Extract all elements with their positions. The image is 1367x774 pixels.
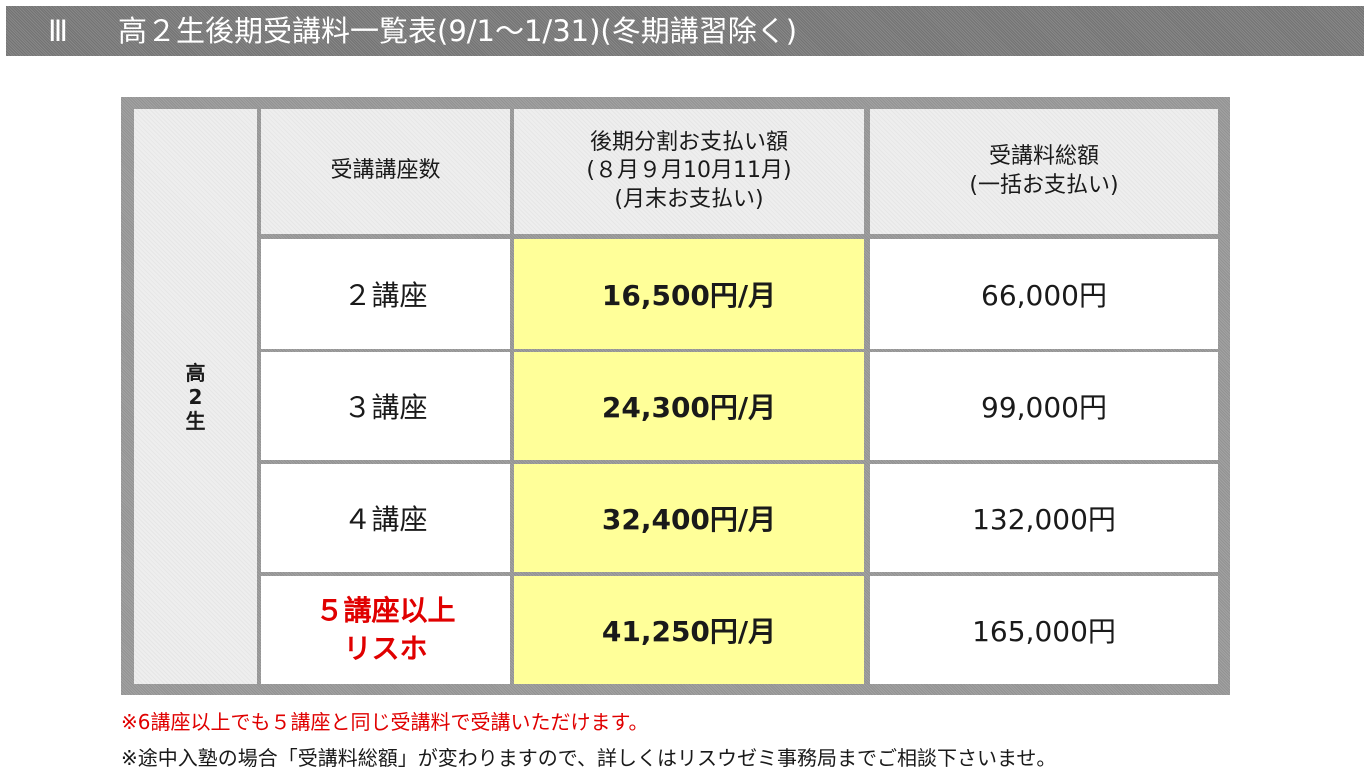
- row-5-plus-label-line2: リスホ: [343, 632, 428, 665]
- grade-label: 高2生: [185, 360, 206, 433]
- header-split-line3: (月末お支払い): [614, 186, 764, 212]
- row-2-courses-monthly: 16,500円/月: [514, 239, 864, 349]
- row-5-plus-courses-total: 165,000円: [870, 576, 1218, 684]
- row-5-plus-label-line1: ５講座以上: [315, 594, 456, 628]
- row-4-courses-monthly: 32,400円/月: [514, 464, 864, 572]
- header-total-fee: 受講料総額 (一括お支払い): [870, 109, 1218, 234]
- header-split-payment: 後期分割お支払い額 (８月９月10月11月) (月末お支払い): [514, 109, 864, 234]
- row-5-plus-courses-count: ５講座以上 リスホ: [261, 576, 510, 684]
- header-total-line1: 受講料総額: [988, 143, 1099, 169]
- header-course-count-label: 受講講座数: [330, 158, 441, 184]
- header-course-count: 受講講座数: [261, 109, 510, 234]
- row-2-courses-count: ２講座: [261, 239, 510, 349]
- row-3-courses-monthly: 24,300円/月: [514, 352, 864, 460]
- row-2-courses-total: 66,000円: [870, 239, 1218, 349]
- note-mid-enrollment: ※途中入塾の場合「受講料総額」が変わりますので、詳しくはリスウゼミ事務局までご相…: [121, 746, 1057, 770]
- row-3-courses-total: 99,000円: [870, 352, 1218, 460]
- row-3-courses-count: ３講座: [261, 352, 510, 460]
- note-six-plus-courses: ※6講座以上でも５講座と同じ受講料で受講いただけます。: [121, 710, 649, 734]
- page-title-bar: Ⅲ 高２生後期受講料一覧表(9/1～1/31)(冬期講習除く): [6, 6, 1364, 56]
- header-total-line2: (一括お支払い): [969, 172, 1119, 198]
- page-title: 高２生後期受講料一覧表(9/1～1/31)(冬期講習除く): [118, 14, 798, 48]
- header-split-line2: (８月９月10月11月): [586, 158, 792, 184]
- header-split-line1: 後期分割お支払い額: [589, 129, 788, 155]
- row-5-plus-courses-monthly: 41,250円/月: [514, 576, 864, 684]
- section-numeral: Ⅲ: [48, 14, 68, 48]
- row-4-courses-total: 132,000円: [870, 464, 1218, 572]
- row-4-courses-count: ４講座: [261, 464, 510, 572]
- grade-label-cell: 高2生: [134, 109, 257, 684]
